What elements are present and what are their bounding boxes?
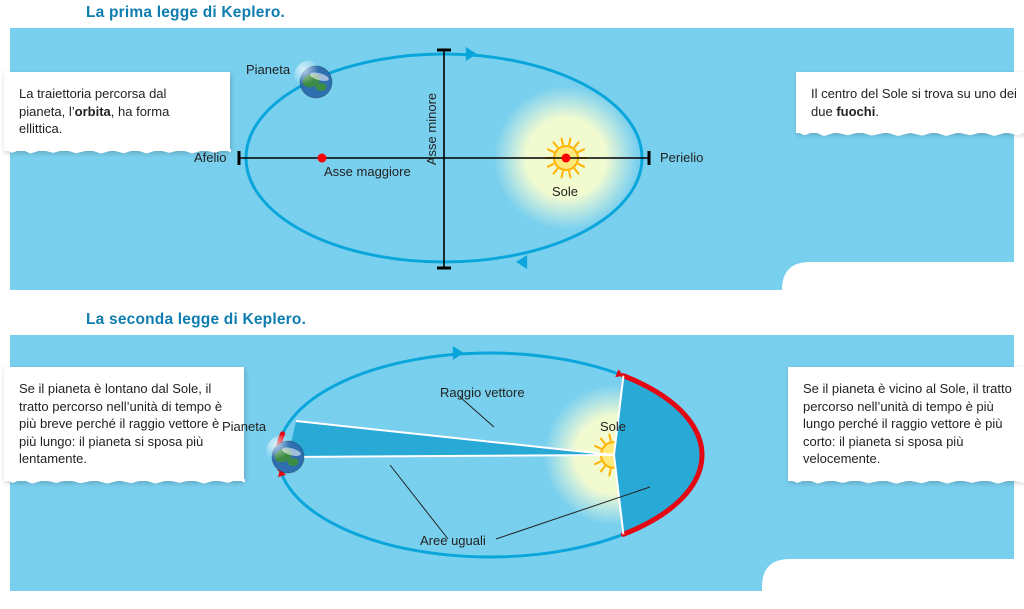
label-sole: Sole (552, 184, 578, 199)
law1-callout-right: Il centro del Sole si trova su uno dei d… (796, 72, 1024, 133)
law1-callout-left: La traiettoria percorsa dal pianeta, l’o… (4, 72, 230, 151)
label-pianeta-2: Pianeta (222, 419, 266, 434)
label-perielio: Perielio (660, 150, 703, 165)
label-pianeta: Pianeta (246, 62, 290, 77)
law2-callout-right: Se il pianeta è vicino al Sole, il tratt… (788, 367, 1024, 481)
label-raggio: Raggio vettore (440, 385, 525, 400)
law1-panel: Asse minore La traiettoria percorsa dal … (10, 28, 1014, 290)
law1-title: La prima legge di Keplero. (86, 4, 285, 22)
label-sole-2: Sole (600, 419, 626, 434)
label-afelio: Afelio (194, 150, 227, 165)
law2-callout-left: Se il pianeta è lontano dal Sole, il tra… (4, 367, 244, 481)
law2-panel: Se il pianeta è lontano dal Sole, il tra… (10, 335, 1014, 591)
label-aree: Aree uguali (420, 533, 486, 548)
svg-text:Asse minore: Asse minore (424, 93, 439, 165)
label-asse-maggiore: Asse maggiore (324, 164, 411, 179)
law1-svg: Asse minore (10, 28, 1014, 290)
law2-title: La seconda legge di Keplero. (86, 311, 306, 329)
